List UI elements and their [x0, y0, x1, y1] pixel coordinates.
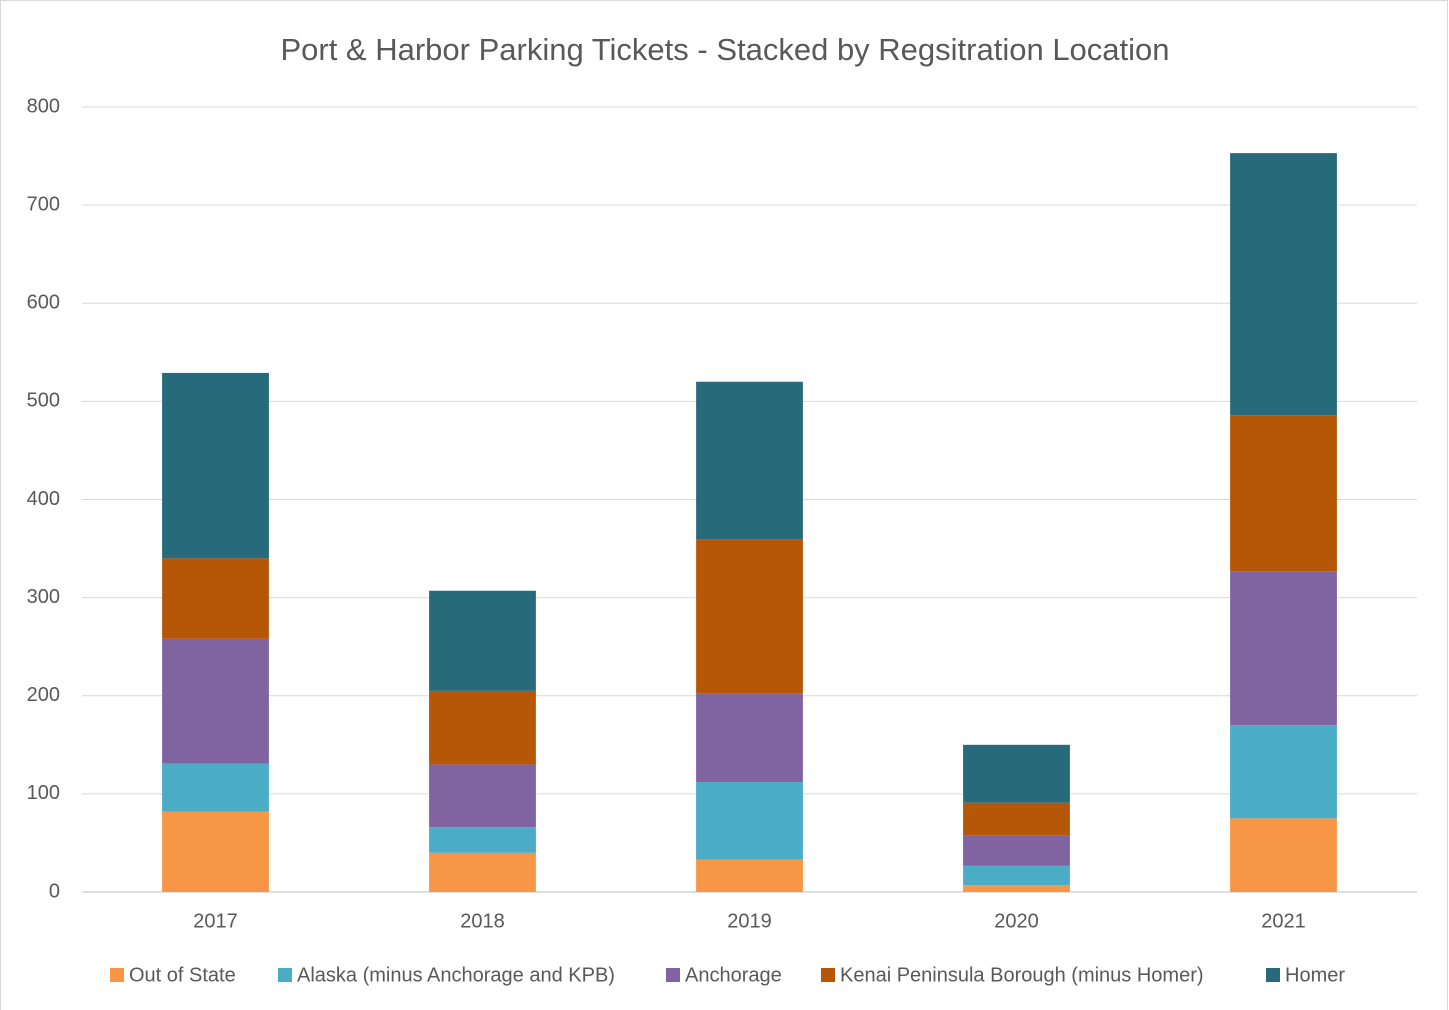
bar-segment	[1230, 725, 1337, 819]
x-tick-label: 2020	[994, 910, 1039, 932]
bar-segment	[963, 802, 1070, 836]
bar-segment	[162, 811, 269, 892]
y-tick-label: 600	[27, 292, 60, 314]
x-tick-label: 2018	[460, 910, 505, 932]
bar-segment	[162, 638, 269, 764]
bar-segment	[1230, 415, 1337, 572]
bar-segment	[1230, 818, 1337, 892]
bar-segment	[696, 859, 803, 892]
y-tick-label: 400	[27, 488, 60, 510]
bar-segment	[429, 852, 536, 892]
y-tick-label: 300	[27, 586, 60, 608]
bar-segment	[429, 590, 536, 691]
bar-segment	[696, 782, 803, 860]
y-tick-label: 800	[27, 95, 60, 117]
bar-segment	[963, 744, 1070, 803]
legend-swatch	[1266, 968, 1280, 982]
bar-segment	[696, 693, 803, 783]
bar-segment	[963, 885, 1070, 892]
legend-label: Homer	[1285, 964, 1345, 986]
y-tick-label: 700	[27, 193, 60, 215]
bar-segment	[162, 372, 269, 559]
bar-segment	[1230, 571, 1337, 726]
x-tick-label: 2017	[193, 910, 238, 932]
bar-segment	[696, 539, 803, 694]
legend-swatch	[110, 968, 124, 982]
y-tick-label: 100	[27, 782, 60, 804]
x-tick-label: 2019	[727, 910, 772, 932]
bar-segment	[162, 558, 269, 639]
legend-swatch	[278, 968, 292, 982]
legend-label: Kenai Peninsula Borough (minus Homer)	[840, 964, 1204, 986]
legend-label: Alaska (minus Anchorage and KPB)	[297, 964, 615, 986]
chart-title: Port & Harbor Parking Tickets - Stacked …	[280, 32, 1169, 67]
bar-segment	[429, 690, 536, 765]
bar-segment	[963, 865, 1070, 886]
bar-segment	[162, 763, 269, 812]
bar-segment	[696, 381, 803, 540]
x-tick-label: 2021	[1261, 910, 1306, 932]
bar-segment	[429, 827, 536, 853]
legend-swatch	[821, 968, 835, 982]
legend-label: Out of State	[129, 964, 236, 986]
legend-label: Anchorage	[685, 964, 782, 986]
y-tick-label: 200	[27, 684, 60, 706]
y-tick-label: 0	[49, 880, 60, 902]
y-tick-label: 500	[27, 390, 60, 412]
legend-swatch	[666, 968, 680, 982]
bar-segment	[429, 764, 536, 828]
bar-segment	[1230, 153, 1337, 416]
bar-segment	[963, 835, 1070, 866]
